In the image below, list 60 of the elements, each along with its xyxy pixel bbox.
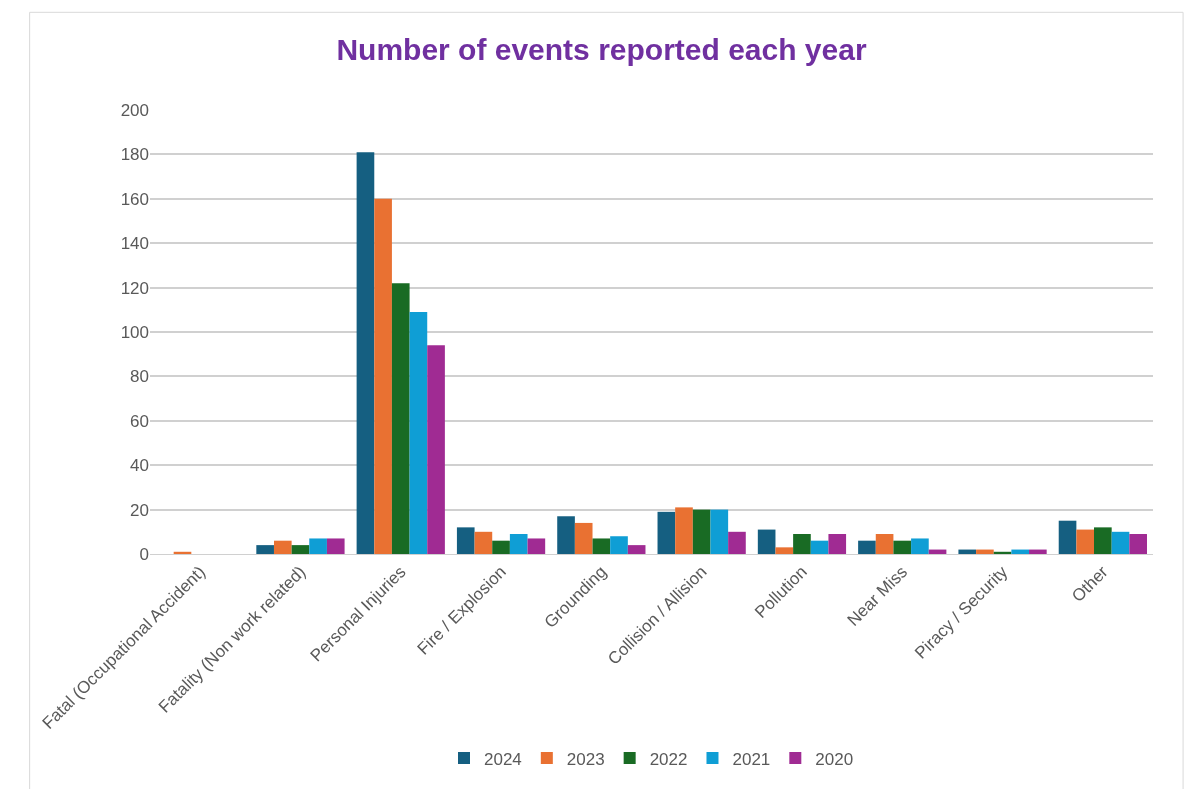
- y-tick-label: 80: [130, 367, 149, 387]
- bar: [1058, 520, 1077, 554]
- y-tick-label: 200: [120, 100, 149, 120]
- bar: [793, 534, 811, 554]
- legend-label: 2023: [566, 749, 605, 769]
- bar: [976, 549, 994, 554]
- y-tick-label: 0: [139, 544, 149, 564]
- y-tick-label: 40: [130, 456, 149, 476]
- bar: [1094, 527, 1112, 554]
- bar: [627, 545, 646, 554]
- bar: [456, 527, 475, 554]
- y-tick-label: 20: [130, 500, 149, 520]
- bar: [256, 545, 274, 554]
- chart-title: Number of events reported each year: [336, 33, 867, 67]
- bar: [409, 312, 428, 554]
- bar: [527, 538, 546, 554]
- bar: [309, 538, 327, 554]
- y-tick-label: 180: [120, 145, 149, 165]
- bar: [958, 549, 977, 554]
- bar: [775, 547, 794, 554]
- y-tick-label: 120: [120, 278, 149, 298]
- legend-label: 2024: [484, 749, 522, 769]
- bar: [1029, 549, 1047, 554]
- bar: [728, 531, 746, 554]
- legend-label: 2020: [815, 749, 854, 769]
- legend-label: 2022: [649, 749, 688, 769]
- bar: [557, 516, 575, 554]
- bar: [893, 540, 912, 554]
- bar: [1111, 531, 1130, 554]
- bar: [858, 540, 876, 554]
- legend-label: 2021: [732, 749, 771, 769]
- bar: [492, 540, 510, 554]
- bar: [374, 198, 392, 554]
- y-tick-label: 160: [120, 189, 149, 209]
- bar: [675, 507, 693, 554]
- bar: [391, 283, 410, 554]
- bar: [1076, 529, 1095, 554]
- bar: [692, 509, 711, 554]
- bar: [326, 538, 345, 554]
- bar: [1011, 549, 1030, 554]
- bar: [427, 345, 445, 554]
- bar: [474, 531, 493, 554]
- y-tick-label: 140: [120, 234, 149, 254]
- bar: [810, 540, 829, 554]
- bar: [757, 529, 776, 554]
- bar: [592, 538, 611, 554]
- bar: [509, 534, 528, 554]
- bar: [875, 534, 894, 554]
- bar: [291, 545, 310, 554]
- bar: [610, 536, 628, 554]
- bar: [356, 152, 375, 554]
- bar: [828, 534, 847, 554]
- bar: [911, 538, 929, 554]
- bar: [657, 511, 676, 554]
- bar: [273, 540, 292, 554]
- bar: [1129, 534, 1147, 554]
- y-tick-label: 60: [130, 411, 149, 431]
- bar: [710, 509, 729, 554]
- bar: [574, 522, 593, 554]
- y-tick-label: 100: [120, 322, 149, 342]
